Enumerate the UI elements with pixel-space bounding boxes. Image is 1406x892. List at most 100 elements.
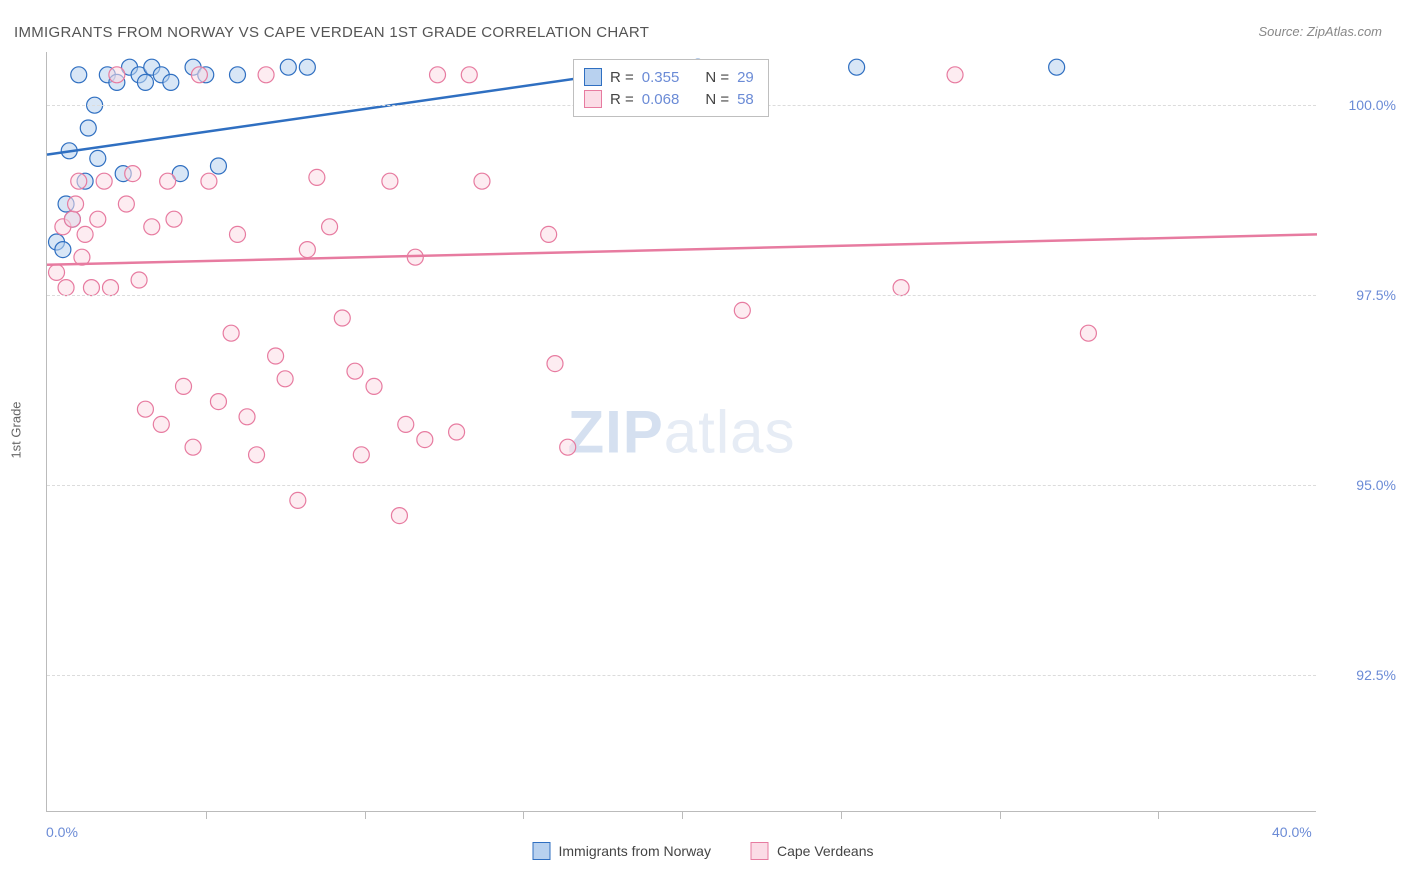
data-point [249, 447, 265, 463]
data-point [176, 378, 192, 394]
data-point [137, 401, 153, 417]
data-point [109, 67, 125, 83]
data-point [80, 120, 96, 136]
data-point [347, 363, 363, 379]
data-point [125, 166, 141, 182]
data-point [230, 67, 246, 83]
x-tick [841, 811, 842, 819]
data-point [137, 74, 153, 90]
data-point [382, 173, 398, 189]
y-tick-label: 92.5% [1326, 667, 1396, 683]
data-point [417, 432, 433, 448]
legend-row: R = 0.355 N = 29 [584, 66, 754, 88]
data-point [430, 67, 446, 83]
x-tick [365, 811, 366, 819]
legend-r-label: R = [610, 91, 634, 108]
legend-n-value: 58 [737, 91, 754, 108]
series-name: Cape Verdeans [777, 843, 874, 859]
series-name: Immigrants from Norway [559, 843, 711, 859]
data-point [71, 173, 87, 189]
x-tick [206, 811, 207, 819]
series-legend-item: Cape Verdeans [751, 842, 874, 860]
data-point [223, 325, 239, 341]
data-point [734, 302, 750, 318]
x-tick-label: 40.0% [1272, 824, 1312, 840]
data-point [290, 492, 306, 508]
data-point [309, 169, 325, 185]
data-point [268, 348, 284, 364]
data-point [280, 59, 296, 75]
data-point [210, 158, 226, 174]
correlation-chart: IMMIGRANTS FROM NORWAY VS CAPE VERDEAN 1… [0, 0, 1406, 892]
data-point [277, 371, 293, 387]
data-point [191, 67, 207, 83]
legend-swatch [584, 90, 602, 108]
data-point [163, 74, 179, 90]
gridline [47, 295, 1316, 296]
plot-svg [47, 52, 1316, 811]
plot-area: ZIPatlas 92.5%95.0%97.5%100.0% [46, 52, 1316, 812]
data-point [947, 67, 963, 83]
data-point [849, 59, 865, 75]
data-point [210, 394, 226, 410]
data-point [77, 226, 93, 242]
data-point [541, 226, 557, 242]
data-point [55, 242, 71, 258]
data-point [547, 356, 563, 372]
data-point [68, 196, 84, 212]
data-point [90, 150, 106, 166]
data-point [71, 67, 87, 83]
data-point [185, 439, 201, 455]
data-point [391, 508, 407, 524]
x-tick [523, 811, 524, 819]
x-tick-label: 0.0% [46, 824, 78, 840]
data-point [449, 424, 465, 440]
legend-r-label: R = [610, 69, 634, 86]
source-attribution: Source: ZipAtlas.com [1258, 24, 1382, 39]
data-point [322, 219, 338, 235]
data-point [90, 211, 106, 227]
y-tick-label: 100.0% [1326, 97, 1396, 113]
data-point [366, 378, 382, 394]
legend-n-label: N = [705, 69, 729, 86]
legend-r-value: 0.355 [642, 69, 680, 86]
data-point [461, 67, 477, 83]
data-point [239, 409, 255, 425]
data-point [334, 310, 350, 326]
data-point [58, 280, 74, 296]
data-point [201, 173, 217, 189]
data-point [299, 59, 315, 75]
legend-r-value: 0.068 [642, 91, 680, 108]
data-point [398, 416, 414, 432]
data-point [118, 196, 134, 212]
data-point [131, 272, 147, 288]
data-point [893, 280, 909, 296]
legend-swatch [584, 68, 602, 86]
data-point [1080, 325, 1096, 341]
chart-title: IMMIGRANTS FROM NORWAY VS CAPE VERDEAN 1… [14, 24, 649, 41]
data-point [230, 226, 246, 242]
legend-swatch [533, 842, 551, 860]
data-point [153, 416, 169, 432]
x-tick [1000, 811, 1001, 819]
data-point [49, 264, 65, 280]
legend-n-label: N = [705, 91, 729, 108]
y-tick-label: 95.0% [1326, 477, 1396, 493]
x-tick [1158, 811, 1159, 819]
x-tick [682, 811, 683, 819]
data-point [560, 439, 576, 455]
data-point [299, 242, 315, 258]
data-point [353, 447, 369, 463]
legend-row: R = 0.068 N = 58 [584, 88, 754, 110]
data-point [160, 173, 176, 189]
data-point [258, 67, 274, 83]
legend-n-value: 29 [737, 69, 754, 86]
data-point [1049, 59, 1065, 75]
data-point [144, 219, 160, 235]
y-tick-label: 97.5% [1326, 287, 1396, 303]
series-legend-item: Immigrants from Norway [533, 842, 711, 860]
gridline [47, 675, 1316, 676]
data-point [83, 280, 99, 296]
correlation-legend: R = 0.355 N = 29 R = 0.068 N = 58 [573, 59, 769, 117]
data-point [166, 211, 182, 227]
